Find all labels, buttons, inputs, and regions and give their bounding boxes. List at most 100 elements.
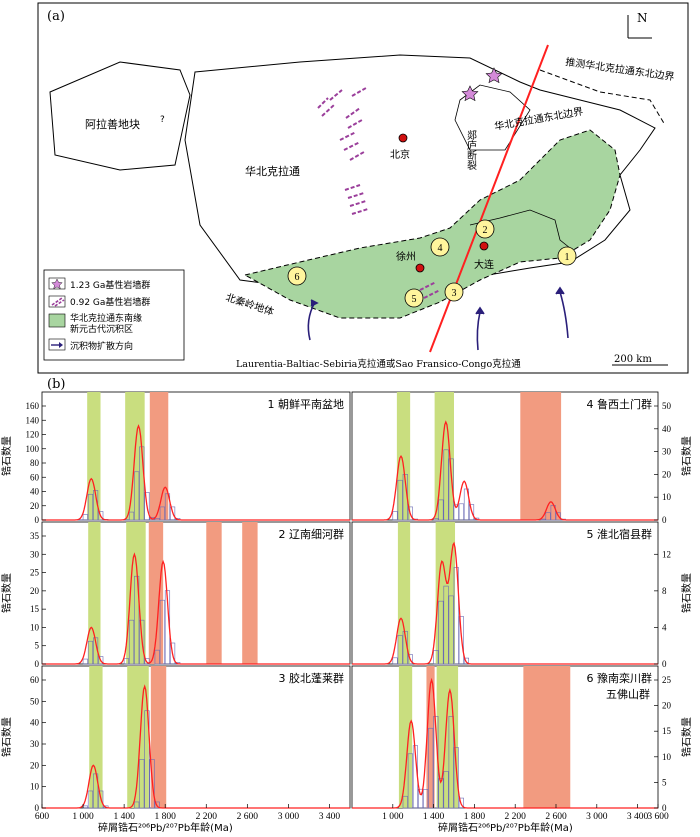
y-tick-label: 10 [662,752,672,762]
histogram-bar [159,599,165,665]
tanlu-label: 郯庐断裂 [465,129,477,171]
star-icon [51,278,63,290]
age-band-green [89,666,103,808]
chart-title: 3 胶北蓬莱群 [279,671,345,685]
histogram-bar [170,506,176,521]
bottom-caption: Laurentia-Baltiac-Sebiria克拉通或Sao Fransic… [236,358,521,370]
arrow-icon [51,342,63,348]
y-axis-label: 锆石数量 [0,436,13,476]
x-tick-label: 3 600 [647,812,669,822]
dalian-label: 大连 [474,258,494,271]
histogram-bar [87,790,94,809]
inferred-boundary [539,69,666,126]
histogram-bar [407,506,413,521]
x-tick-label: 3 400 [319,812,341,822]
x-tick-label: 2 200 [505,812,527,822]
histogram-bar [139,619,145,665]
histogram-bar [392,657,398,665]
dyke [343,141,361,151]
y-axis-label: 锆石数量 [680,573,693,613]
histogram-bar [423,789,429,809]
histogram-bar [134,471,140,521]
panel-b-label: (b) [47,377,65,392]
histogram-bar [397,635,403,665]
dyke [349,151,365,161]
dyke [344,184,361,191]
x-tick-label: 2 600 [237,812,259,822]
x-tick-label: 3 000 [278,812,300,822]
histogram-bar [448,458,454,521]
ncc-label: 华北克拉通 [245,164,300,178]
y-tick-label: 20 [662,701,672,711]
chart-title: 6 豫南栾川群 [587,671,653,685]
age-band-salmon [426,666,435,808]
histogram-bar [82,514,88,521]
site-circle [444,282,464,302]
y-tick-label: 50 [662,401,672,411]
histogram-bar [98,790,104,809]
xuzhou-label: 徐州 [396,250,416,263]
qinling-label: 北秦岭地体 [224,290,276,318]
histogram-bar [98,511,104,521]
legend-area-label2: 新元古代沉积区 [70,323,133,335]
y-tick-label: 0 [662,515,667,525]
y-tick-label: 10 [30,622,40,632]
y-tick-label: 40 [662,424,672,434]
x-axis-title-right: 碎屑锆石²⁰⁶Pb/²⁰⁷Pb年龄(Ma) [438,821,573,834]
legend-star-label: 1.23 Ga基性岩墙群 [70,279,150,291]
sample-sites: 1 2 3 4 5 6 [287,219,577,308]
probability-curve [352,420,658,521]
y-axis-label: 锆石数量 [0,717,13,757]
y-axis-label: 锆石数量 [680,436,693,476]
tanlu-fault [429,44,549,353]
histogram-bar [417,788,424,809]
dyke [349,200,367,207]
x-tick-label: 1 800 [155,812,177,822]
dyke [351,208,369,215]
x-tick-label: 1 800 [464,812,486,822]
histogram-bar [82,658,88,665]
histogram-bar [438,499,444,521]
site-number: 4 [438,243,443,254]
alxa-block [49,61,191,171]
chart-title: 2 辽南细河群 [279,527,345,541]
y-tick-label: 0 [35,803,40,813]
age-band-salmon [148,522,164,664]
histogram-bar [458,503,464,521]
y-axis-label: 锆石数量 [0,573,13,613]
y-tick-label: 0 [662,803,667,813]
age-band-green [435,522,456,664]
histogram-bar [428,727,434,809]
site-number: 5 [412,294,417,305]
histogram-bar [453,747,459,809]
chart-4: 0 4 8 12 锆石数量 5 淮北宿县群 [351,521,693,669]
age-band-green [87,392,101,520]
age-band-salmon [150,666,167,808]
map-legend: 1.23 Ga基性岩墙群 0.92 Ga基性岩墙群 华北克拉通东南缘 新元古代沉… [43,269,185,361]
histogram-bar [443,771,449,809]
y-tick-label: 10 [30,782,40,792]
neoproterozoic-area [243,129,621,319]
dalian-dot [479,241,489,251]
x-tick-label: 2 600 [545,812,567,822]
y-tick-label: 20 [30,760,40,770]
chart-2: 0 10 20 30 40 50 锆石数量 4 鲁西土门群 [351,391,693,525]
age-band-green [397,522,411,664]
age-band-green [436,666,459,808]
dyke [347,192,365,199]
chart-title: 4 鲁西土门群 [587,397,653,411]
star-icons [461,67,503,102]
dyke-swarms [317,87,441,299]
histogram-bar [453,504,459,521]
x-tick-label: 3 000 [586,812,608,822]
age-band-salmon [206,522,222,664]
y-tick-label: 20 [30,501,40,511]
x-tick-label: 1 400 [113,812,135,822]
histogram-bar [144,658,150,665]
y-tick-label: 15 [30,604,40,614]
chart-title: 1 朝鲜平南盆地 [268,397,345,411]
scale-label: 200 km [614,354,652,365]
dyke [423,289,441,299]
